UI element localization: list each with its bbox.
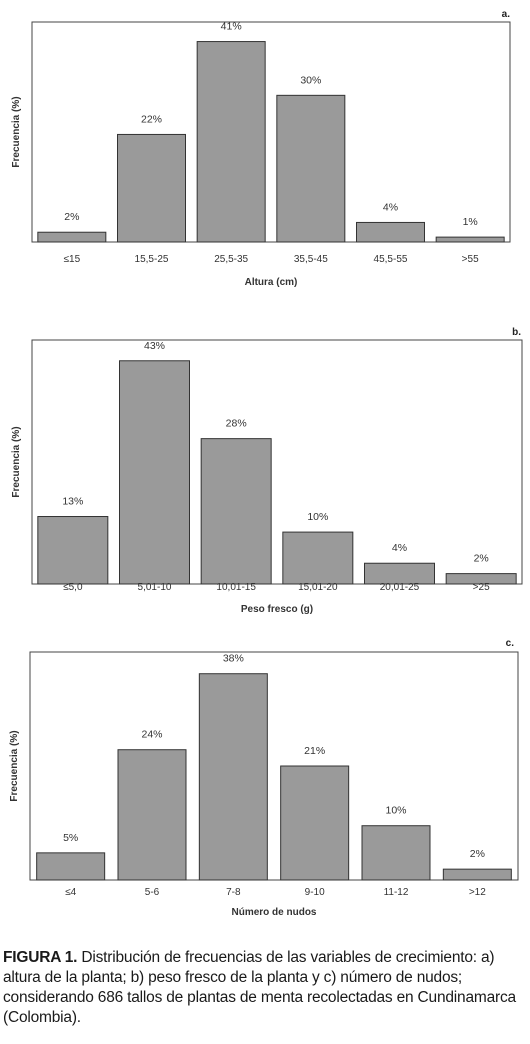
tick-label: 5-6 xyxy=(145,887,160,898)
tick-label: 15,5-25 xyxy=(135,254,169,265)
bar xyxy=(280,765,350,881)
caption-label: FIGURA 1. xyxy=(3,949,78,966)
tick-label: >12 xyxy=(469,887,486,898)
plot-frame xyxy=(31,21,511,243)
y-axis-label: Frecuencia (%) xyxy=(9,730,20,801)
data-label: 2% xyxy=(474,553,489,565)
data-label: 21% xyxy=(304,745,325,757)
data-label: 13% xyxy=(62,496,83,508)
y-axis-label: Frecuencia (%) xyxy=(11,96,22,167)
bar xyxy=(117,749,187,881)
tick-label: 11-12 xyxy=(384,887,409,898)
bar xyxy=(119,360,190,585)
bar xyxy=(435,236,505,243)
bar xyxy=(282,531,354,585)
tick-label: 35,5-45 xyxy=(294,254,328,265)
data-label: 24% xyxy=(141,729,162,741)
figure-caption: FIGURA 1. Distribución de frecuencias de… xyxy=(3,948,527,1028)
tick-label: 5,01-10 xyxy=(138,582,172,593)
data-label: 2% xyxy=(64,211,79,223)
panel-label: c. xyxy=(506,638,515,649)
data-label: 1% xyxy=(463,216,478,228)
tick-label: 9-10 xyxy=(305,887,325,898)
plot-frame xyxy=(29,651,519,881)
bar xyxy=(442,868,512,881)
tick-label: 25,5-35 xyxy=(214,254,248,265)
bar xyxy=(196,41,266,243)
bar xyxy=(364,562,435,585)
tick-label: 15,01-20 xyxy=(298,582,338,593)
tick-label: 45,5-55 xyxy=(374,254,408,265)
data-label: 22% xyxy=(141,113,162,125)
chart-a-svg: a. Frecuencia (%) Altura (cm) 2% ≤15 22% 15,5-… xyxy=(11,9,511,288)
bar xyxy=(445,573,517,585)
data-label: 10% xyxy=(307,511,328,523)
tick-label: ≤5,0 xyxy=(63,582,83,593)
data-label: 5% xyxy=(63,832,78,844)
bar xyxy=(361,825,431,881)
chart-panel-b: b. Frecuencia (%) Peso fresco (g) 13% ≤5,0 43… xyxy=(0,318,530,620)
bar xyxy=(37,516,109,585)
x-axis-label: Altura (cm) xyxy=(245,277,298,288)
tick-label: >25 xyxy=(473,582,490,593)
tick-label: >55 xyxy=(462,254,479,265)
data-label: 30% xyxy=(300,74,321,86)
plot-frame xyxy=(31,339,523,585)
bar xyxy=(37,231,107,243)
y-axis-label: Frecuencia (%) xyxy=(11,426,22,497)
data-label: 43% xyxy=(144,340,165,352)
data-label: 41% xyxy=(221,21,242,33)
data-label: 4% xyxy=(392,542,407,554)
bar xyxy=(36,852,106,881)
tick-label: ≤4 xyxy=(65,887,76,898)
panel-label: a. xyxy=(502,9,511,20)
panel-label: b. xyxy=(512,327,521,338)
tick-label: 20,01-25 xyxy=(380,582,420,593)
x-axis-label: Peso fresco (g) xyxy=(241,604,313,615)
x-axis-label: Número de nudos xyxy=(231,907,316,918)
bar xyxy=(117,133,186,243)
caption-text: Distribución de frecuencias de las varia… xyxy=(3,949,516,1026)
data-label: 10% xyxy=(385,805,406,817)
chart-panel-a: a. Frecuencia (%) Altura (cm) 2% ≤15 22% 15,5-… xyxy=(0,0,530,300)
chart-c-svg: c. Frecuencia (%) Número de nudos 5% ≤4 24% 5-… xyxy=(9,638,519,918)
data-label: 28% xyxy=(226,418,247,430)
bar xyxy=(200,438,272,585)
chart-panel-c: c. Frecuencia (%) Número de nudos 5% ≤4 24% 5-… xyxy=(0,632,530,924)
bar xyxy=(356,221,425,243)
chart-b-svg: b. Frecuencia (%) Peso fresco (g) 13% ≤5,0 43… xyxy=(11,327,523,615)
tick-label: 10,01-15 xyxy=(216,582,256,593)
bar xyxy=(198,673,268,881)
data-label: 4% xyxy=(383,201,398,213)
bar xyxy=(276,94,346,243)
tick-label: 7-8 xyxy=(226,887,241,898)
data-label: 2% xyxy=(470,848,485,860)
data-label: 38% xyxy=(223,653,244,665)
tick-label: ≤15 xyxy=(64,254,81,265)
